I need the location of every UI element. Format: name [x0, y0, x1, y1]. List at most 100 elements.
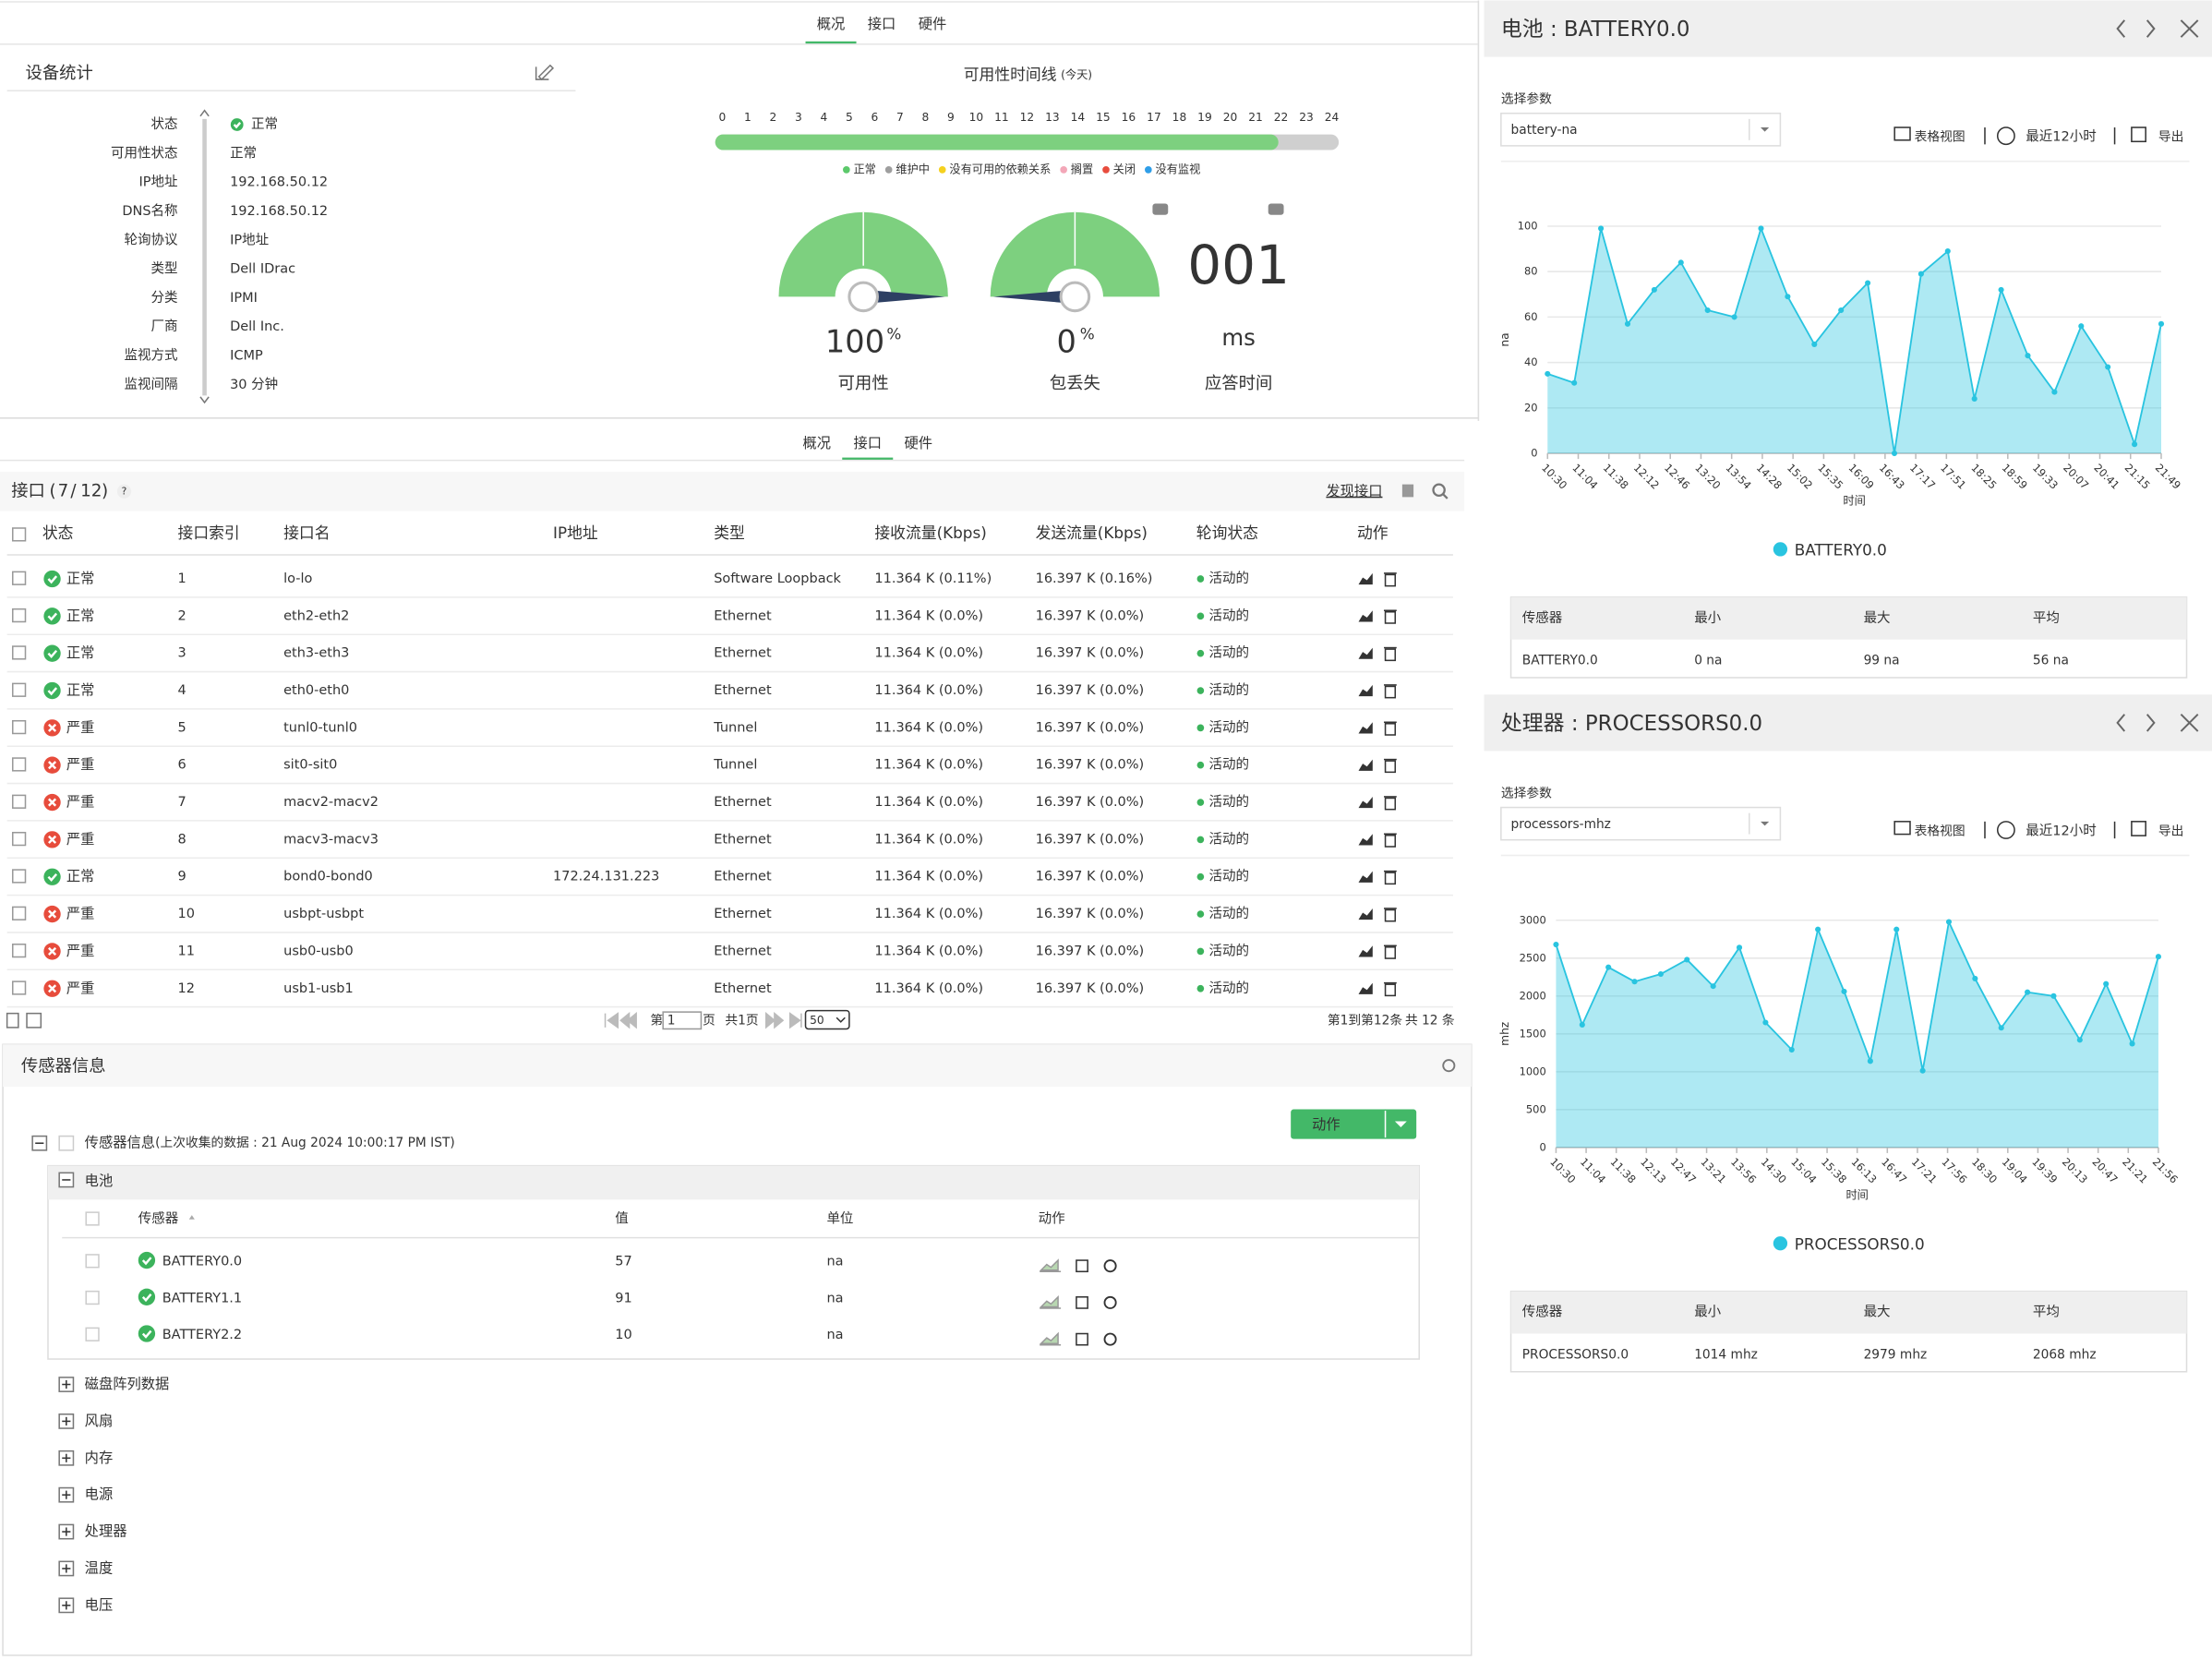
delete-icon[interactable]: [1384, 685, 1397, 699]
checkbox[interactable]: [11, 607, 27, 623]
refresh-icon[interactable]: [1442, 1059, 1456, 1073]
cell: Tunnel: [713, 758, 757, 773]
point: [1865, 280, 1871, 286]
cell: 16.397 K (0.0%): [1036, 795, 1145, 810]
delete-icon[interactable]: [1401, 484, 1414, 498]
delete-icon[interactable]: [1384, 946, 1397, 959]
checkbox[interactable]: [11, 645, 27, 660]
count-total: 12: [80, 481, 102, 500]
threshold-icon[interactable]: [1103, 1295, 1117, 1309]
chart-icon[interactable]: [1358, 871, 1373, 883]
chart-icon[interactable]: [1358, 722, 1373, 734]
checkbox[interactable]: [11, 944, 27, 958]
tab[interactable]: 硬件: [904, 435, 932, 451]
chart-icon[interactable]: [1358, 684, 1373, 697]
tab[interactable]: 概况: [802, 435, 831, 451]
x-tick-label: 13:21: [1698, 1155, 1728, 1185]
toolbar-item[interactable]: 表格视图: [1915, 824, 1966, 839]
chart-icon[interactable]: [1358, 572, 1373, 585]
link[interactable]: 发现接口: [1326, 483, 1382, 499]
y-tick-label: 60: [1524, 310, 1538, 323]
table-icon[interactable]: [1893, 821, 1911, 836]
graph-icon[interactable]: [1039, 1331, 1062, 1346]
cell: 16.397 K (0.0%): [1036, 907, 1145, 921]
checkbox[interactable]: [11, 869, 27, 884]
param-select[interactable]: [1500, 112, 1782, 147]
checkbox[interactable]: [85, 1254, 100, 1269]
checkbox[interactable]: [85, 1327, 100, 1341]
delete-icon[interactable]: [1384, 648, 1397, 662]
edit-icon[interactable]: [1076, 1332, 1088, 1346]
threshold-icon[interactable]: [1103, 1259, 1117, 1273]
toolbar-item[interactable]: 最近12小时: [2026, 129, 2096, 145]
toolbar-item[interactable]: 最近12小时: [2026, 824, 2096, 839]
checkbox[interactable]: [58, 1135, 75, 1151]
edit-icon[interactable]: [1076, 1296, 1088, 1309]
checkbox[interactable]: [11, 527, 27, 542]
table-icon[interactable]: [1893, 126, 1911, 141]
edit-icon[interactable]: [1076, 1259, 1088, 1273]
field-label: DNS名称: [122, 203, 177, 219]
point: [1651, 286, 1657, 293]
graph-icon[interactable]: [1039, 1294, 1062, 1309]
checkbox[interactable]: [11, 682, 27, 697]
sensor-unit: na: [826, 1255, 843, 1269]
graph-icon[interactable]: [1039, 1258, 1062, 1273]
cell: 9: [178, 870, 186, 884]
point: [1736, 944, 1743, 951]
chart-icon[interactable]: [1358, 982, 1373, 994]
checkbox[interactable]: [11, 719, 27, 735]
response-label: 应答时间: [1205, 374, 1272, 393]
chart-icon[interactable]: [1358, 610, 1373, 622]
checkbox[interactable]: [11, 831, 27, 847]
chart-icon[interactable]: [1358, 945, 1373, 957]
tab[interactable]: 接口: [868, 16, 896, 32]
toolbar-item[interactable]: 导出: [2158, 130, 2184, 145]
checkbox[interactable]: [85, 1290, 100, 1305]
delete-icon[interactable]: [1384, 573, 1397, 587]
chart-icon[interactable]: [1358, 796, 1373, 809]
tab[interactable]: 概况: [817, 16, 846, 32]
field-value: 192.168.50.12: [230, 204, 328, 219]
toolbar-item[interactable]: 表格视图: [1915, 130, 1966, 145]
delete-icon[interactable]: [1384, 610, 1397, 624]
chart-icon[interactable]: [1358, 834, 1373, 846]
chart-icon[interactable]: [1358, 647, 1373, 659]
tab[interactable]: 接口: [853, 435, 882, 451]
page-input[interactable]: [662, 1011, 703, 1030]
action-button[interactable]: [1291, 1109, 1417, 1139]
sensor-name: BATTERY0.0: [162, 1255, 242, 1269]
x-tick-label: 16:43: [1877, 461, 1907, 491]
column-header: 动作: [1039, 1211, 1065, 1227]
delete-icon[interactable]: [1384, 983, 1397, 997]
nav-icons: [2116, 19, 2199, 38]
stats-column: 平均: [2033, 1305, 2060, 1320]
threshold-icon[interactable]: [1103, 1332, 1117, 1346]
tab[interactable]: 硬件: [919, 16, 947, 32]
legend-label: 维护中: [896, 162, 930, 175]
search-icon[interactable]: [1432, 483, 1446, 497]
point: [1998, 286, 2004, 293]
legend-label: BATTERY0.0: [1795, 540, 1887, 559]
checkbox[interactable]: [11, 757, 27, 772]
checkbox[interactable]: [11, 980, 27, 995]
checkbox[interactable]: [11, 794, 27, 809]
chart-header: [1484, 0, 2212, 57]
param-select[interactable]: [1500, 806, 1782, 841]
chart-icon[interactable]: [1358, 759, 1373, 771]
delete-icon[interactable]: [1384, 797, 1397, 811]
chart-icon[interactable]: [1358, 908, 1373, 920]
checkbox[interactable]: [85, 1211, 100, 1226]
point: [2129, 1041, 2135, 1047]
toolbar-item[interactable]: 导出: [2158, 824, 2184, 839]
delete-icon[interactable]: [1384, 835, 1397, 848]
export-icon[interactable]: [2131, 126, 2146, 143]
delete-icon[interactable]: [1384, 872, 1397, 885]
checkbox[interactable]: [11, 906, 27, 920]
checkbox[interactable]: [11, 571, 27, 585]
delete-icon[interactable]: [1384, 760, 1397, 774]
delete-icon[interactable]: [1384, 908, 1397, 922]
export-icon[interactable]: [2131, 821, 2146, 836]
per-page-select[interactable]: [804, 1009, 850, 1030]
delete-icon[interactable]: [1384, 723, 1397, 736]
